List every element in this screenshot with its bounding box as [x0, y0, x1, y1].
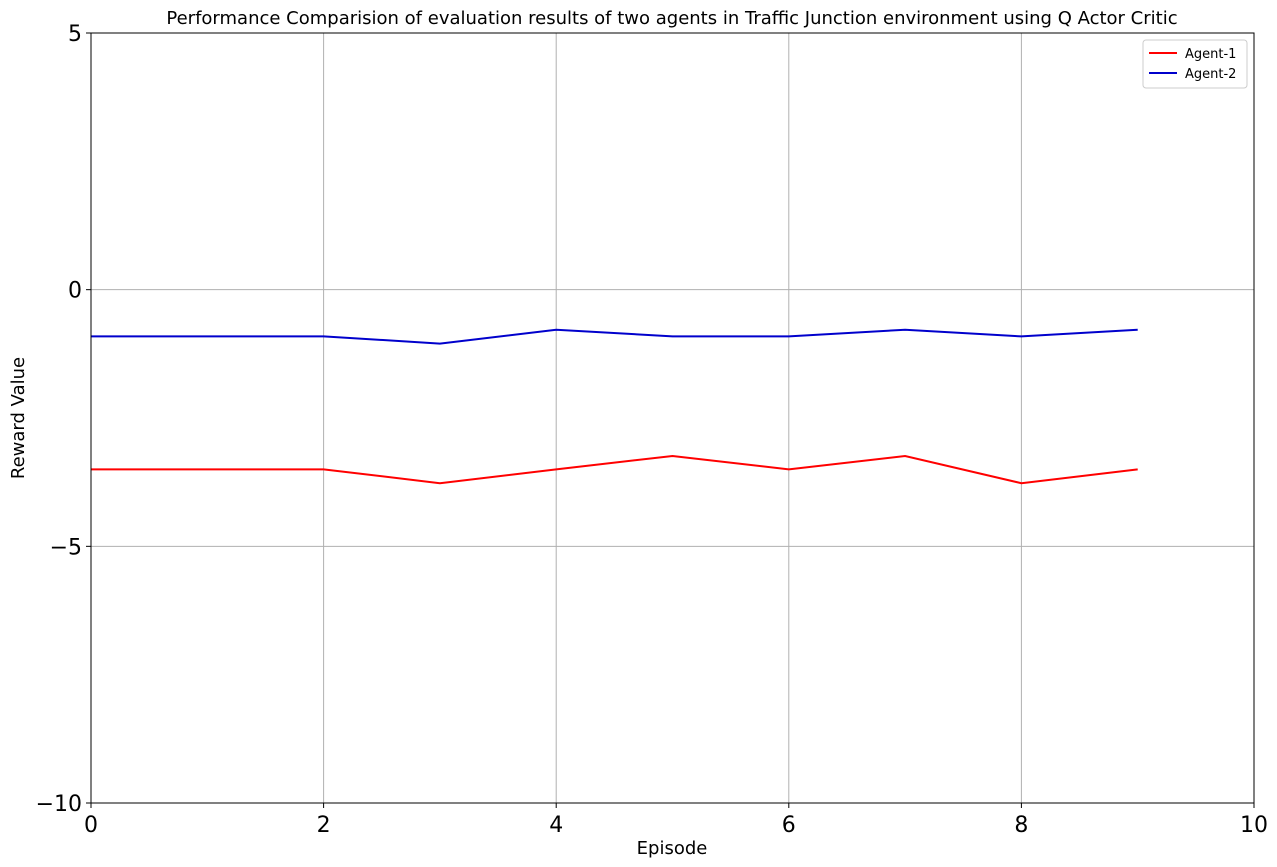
x-tick-label: 10: [1240, 813, 1268, 838]
plot-frame: [90, 32, 1255, 804]
y-axis-label: Reward Value: [8, 357, 29, 479]
y-tick-label: 0: [68, 279, 82, 304]
y-tick-label: −10: [36, 792, 82, 817]
x-tick-label: 0: [84, 813, 98, 838]
x-axis-label: Episode: [637, 838, 708, 859]
x-tick-label: 6: [782, 813, 796, 838]
grid: [90, 32, 1255, 804]
legend: Agent-1 Agent-2: [1142, 39, 1248, 89]
x-tick-label: 2: [317, 813, 331, 838]
legend-label-Agent-1: Agent-1: [1185, 47, 1236, 62]
y-tick-label: −5: [50, 535, 82, 560]
x-tick-label: 8: [1014, 813, 1028, 838]
legend-label-Agent-2: Agent-2: [1185, 67, 1236, 82]
series-line-Agent-2: [91, 328, 1138, 345]
series-line-Agent-1: [91, 454, 1138, 485]
y-tick-label: 5: [68, 22, 82, 47]
x-tick-label: 4: [549, 813, 563, 838]
series-lines: [91, 328, 1138, 485]
chart-title: Performance Comparision of evaluation re…: [166, 8, 1177, 29]
axis-ticks: 0 2 4 6 8 10 −10 −5 0 5: [36, 22, 1268, 838]
